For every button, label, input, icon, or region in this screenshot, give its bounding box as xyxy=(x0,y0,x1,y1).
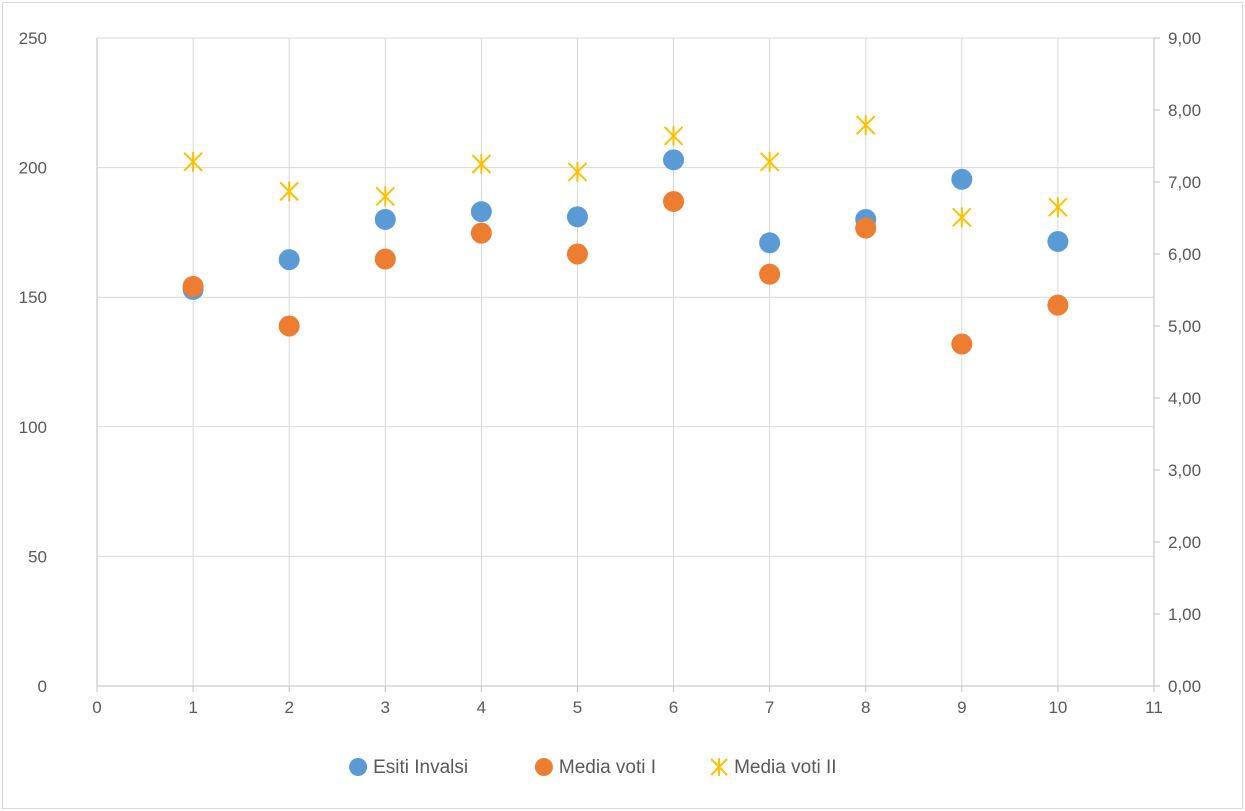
media-voti-i-point xyxy=(951,333,973,355)
esiti-invalsi-point xyxy=(566,206,588,228)
y2-tick-label: 4,00 xyxy=(1168,389,1201,408)
esiti-invalsi-point xyxy=(374,208,396,230)
legend-marker-media-voti-i xyxy=(534,758,553,776)
media-voti-i-point xyxy=(278,315,300,337)
media-voti-ii-point xyxy=(759,151,780,172)
y-tick-label: 0 xyxy=(38,677,47,696)
x-tick-label: 6 xyxy=(669,698,678,717)
media-voti-ii-point xyxy=(856,115,876,136)
media-voti-i-point xyxy=(759,263,781,285)
esiti-invalsi-point xyxy=(951,168,973,190)
legend-marker-esiti-invalsi xyxy=(349,758,368,776)
media-voti-i-point xyxy=(470,222,492,244)
media-voti-ii-point xyxy=(567,161,588,182)
media-voti-i-point xyxy=(855,217,877,239)
esiti-invalsi-point xyxy=(1047,230,1069,252)
esiti-invalsi-point xyxy=(470,201,492,223)
y2-tick-label: 8,00 xyxy=(1168,101,1201,120)
media-voti-i-point xyxy=(374,248,396,270)
y2-tick-label: 5,00 xyxy=(1168,317,1201,336)
x-tick-label: 1 xyxy=(188,698,197,717)
y-tick-label: 100 xyxy=(19,418,47,437)
x-tick-label: 2 xyxy=(284,698,293,717)
x-tick-label: 5 xyxy=(573,698,582,717)
y2-tick-label: 7,00 xyxy=(1168,173,1201,192)
esiti-invalsi-point xyxy=(663,149,685,171)
y-tick-label: 250 xyxy=(19,29,47,48)
y2-tick-label: 9,00 xyxy=(1168,29,1201,48)
scatter-chart: 0 50 100 150 200 250 0 1 2 3 4 5 6 7 8 9 10 11 0,00 1,00 2,0… xyxy=(19,29,1201,778)
media-voti-ii-point xyxy=(663,125,684,146)
x-tick-label: 9 xyxy=(957,698,966,717)
legend-marker-media-voti-ii xyxy=(710,758,728,776)
y2-tick-label: 1,00 xyxy=(1168,605,1201,624)
media-voti-i-point xyxy=(566,243,588,265)
y2-tick-label: 0,00 xyxy=(1168,677,1201,696)
legend-label-media-voti-ii: Media voti II xyxy=(734,757,836,778)
y-tick-label: 200 xyxy=(19,159,47,178)
y2-tick-label: 2,00 xyxy=(1168,533,1201,552)
x-tick-label: 7 xyxy=(765,698,774,717)
esiti-invalsi-point xyxy=(759,232,781,254)
y2-tick-label: 6,00 xyxy=(1168,245,1201,264)
media-voti-ii-point xyxy=(952,207,972,228)
media-voti-ii-point xyxy=(183,151,203,172)
media-voti-ii-point xyxy=(1048,197,1068,218)
media-voti-ii-point xyxy=(375,186,395,207)
media-voti-ii-point xyxy=(471,154,492,174)
x-tick-label: 4 xyxy=(477,698,486,717)
legend-label-media-voti-i: Media voti I xyxy=(559,757,656,778)
media-voti-i-point xyxy=(1047,294,1069,316)
x-tick-label: 3 xyxy=(381,698,390,717)
x-tick-label: 0 xyxy=(92,698,101,717)
legend-label-esiti-invalsi: Esiti Invalsi xyxy=(373,757,468,778)
y2-tick-label: 3,00 xyxy=(1168,461,1201,480)
y-tick-label: 150 xyxy=(19,288,47,307)
y-tick-label: 50 xyxy=(28,547,47,566)
x-tick-label: 8 xyxy=(861,698,870,717)
media-voti-ii-point xyxy=(279,181,299,202)
x-tick-label: 10 xyxy=(1048,698,1067,717)
esiti-invalsi-point xyxy=(278,249,300,271)
media-voti-i-point xyxy=(182,275,204,297)
x-tick-label: 11 xyxy=(1145,698,1163,717)
media-voti-i-point xyxy=(663,190,685,212)
